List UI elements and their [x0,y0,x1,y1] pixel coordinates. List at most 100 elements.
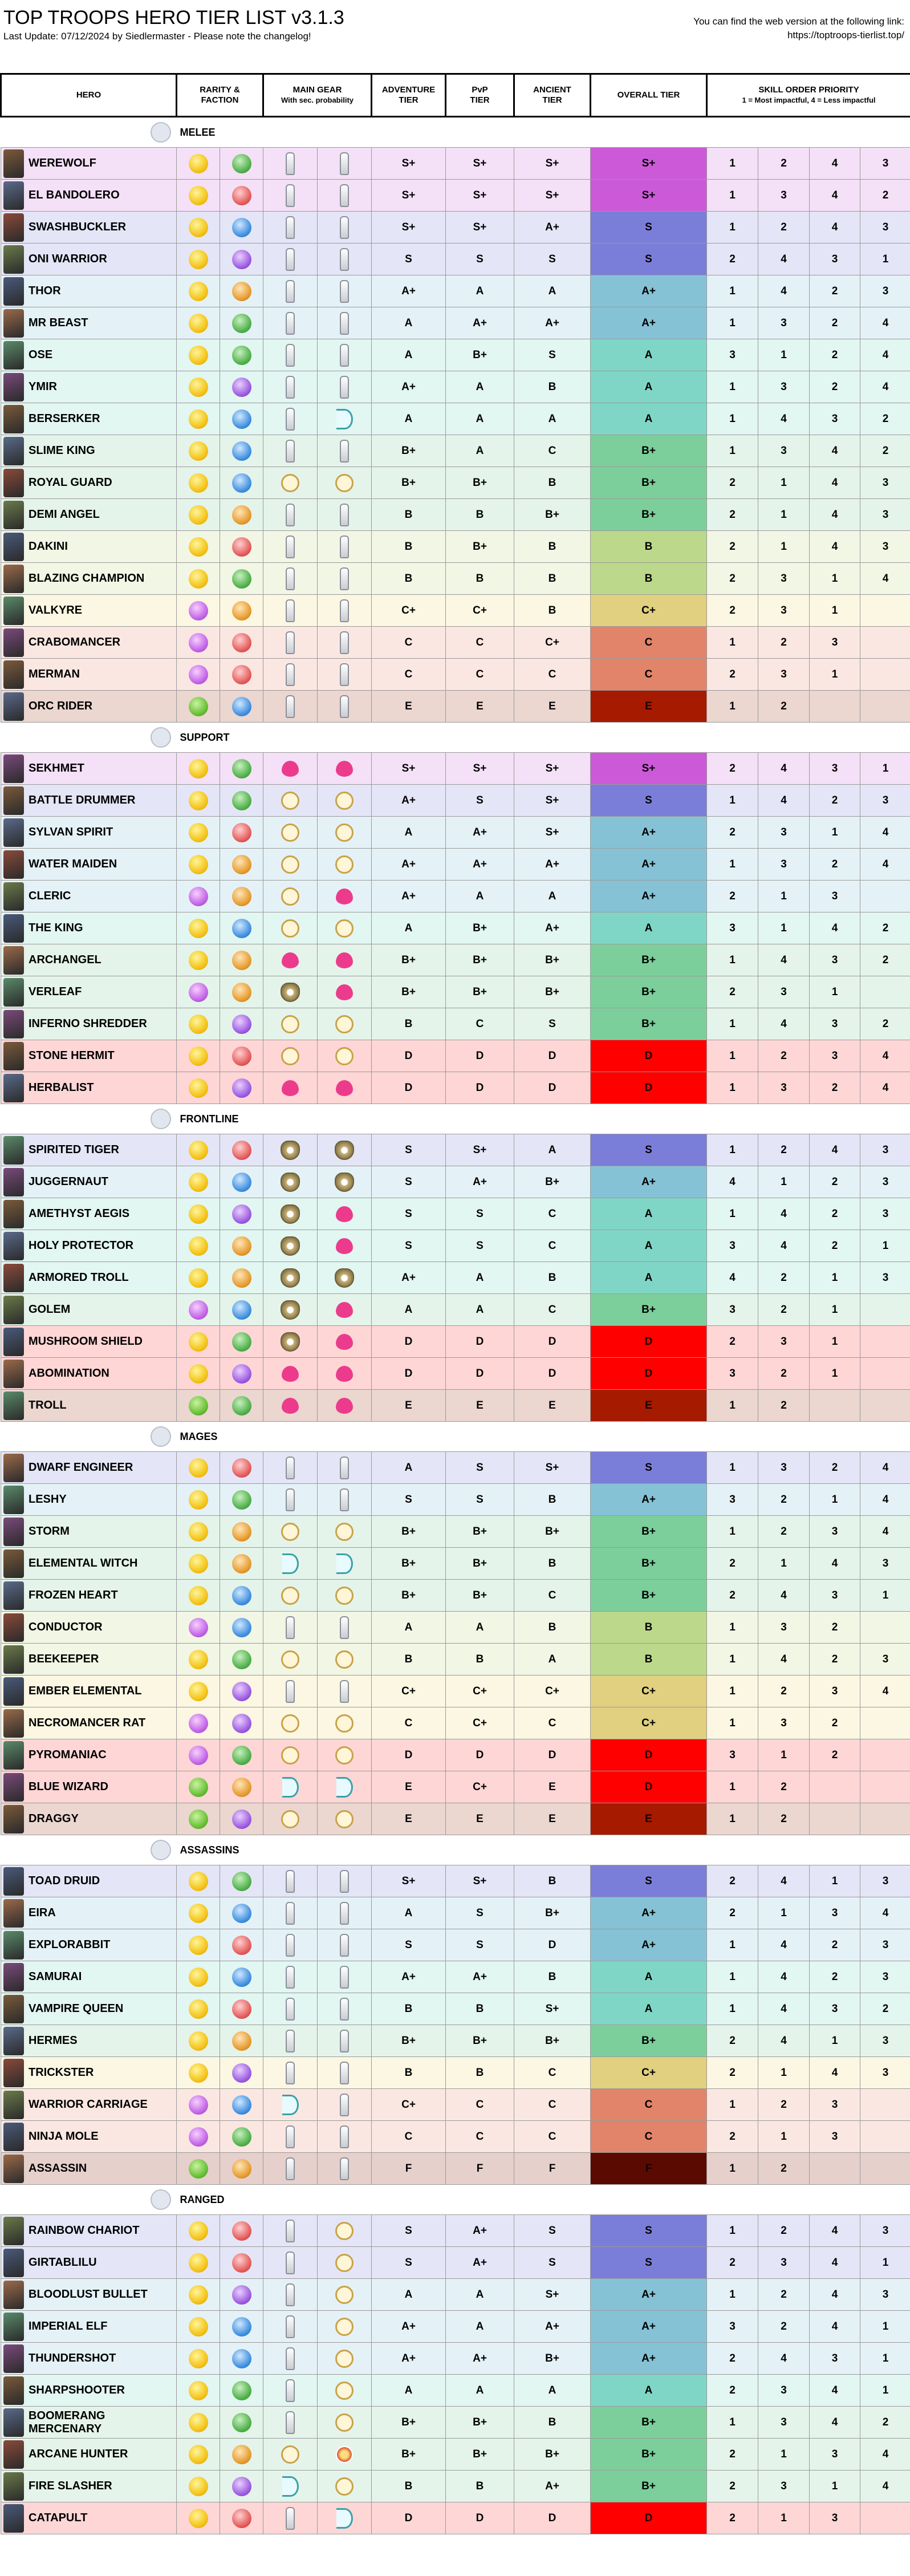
hero-row[interactable]: BEEKEEPER B B A B 1 4 2 3 [1,1643,910,1676]
hero-row[interactable]: FIRE SLASHER B B A+ B+ 2 3 1 4 [1,2470,910,2502]
hero-row[interactable]: OSE A B+ S A 3 1 2 4 [1,339,910,371]
hero-row[interactable]: BERSERKER A A A A 1 4 3 2 [1,403,910,435]
hero-row[interactable]: BLOODLUST BULLET A A S+ A+ 1 2 4 3 [1,2278,910,2311]
hero-row[interactable]: WARRIOR CARRIAGE C+ C C C 1 2 3 [1,2088,910,2121]
hero-row[interactable]: FROZEN HEART B+ B+ C B+ 2 4 3 1 [1,1579,910,1612]
skill-priority-3: 3 [809,626,861,659]
hero-row[interactable]: CATAPULT D D D D 2 1 3 [1,2502,910,2534]
hero-row[interactable]: DEMI ANGEL B B B+ B+ 2 1 4 3 [1,498,910,531]
hero-row[interactable]: JUGGERNAUT S A+ B+ A+ 4 1 2 3 [1,1166,910,1198]
secondary-gear-cell [316,275,372,307]
hero-row[interactable]: ARMORED TROLL A+ A B A 4 2 1 3 [1,1261,910,1294]
rarity-cell [176,880,220,912]
hero-row[interactable]: EL BANDOLERO S+ S+ S+ S+ 1 3 4 2 [1,179,910,212]
hero-row[interactable]: MERMAN C C C C 2 3 1 [1,658,910,691]
hero-row[interactable]: HERBALIST D D D D 1 3 2 4 [1,1072,910,1104]
hero-row[interactable]: EMBER ELEMENTAL C+ C+ C+ C+ 1 2 3 4 [1,1675,910,1707]
gear-sword-icon [340,663,349,686]
hero-row[interactable]: EXPLORABBIT S S D A+ 1 4 2 3 [1,1929,910,1961]
hero-row[interactable]: SYLVAN SPIRIT A A+ S+ A+ 2 3 1 4 [1,816,910,849]
hero-row[interactable]: NINJA MOLE C C C C 2 1 3 [1,2120,910,2153]
hero-row[interactable]: MR BEAST A A+ A+ A+ 1 3 2 4 [1,307,910,339]
hero-row[interactable]: DWARF ENGINEER A S S+ S 1 3 2 4 [1,1451,910,1484]
hero-row[interactable]: BOOMERANG MERCENARY B+ B+ B B+ 1 3 4 2 [1,2406,910,2439]
skill-priority-2: 2 [758,2152,810,2185]
hero-row[interactable]: SWASHBUCKLER S+ S+ A+ S 1 2 4 3 [1,211,910,244]
gear-book-icon [281,791,299,810]
hero-row[interactable]: TOAD DRUID S+ S+ B S 2 4 1 3 [1,1865,910,1897]
hero-row[interactable]: THE KING A B+ A+ A 3 1 4 2 [1,912,910,944]
hero-row[interactable]: BLUE WIZARD E C+ E D 1 2 [1,1771,910,1803]
rarity-epic-icon [188,1490,208,1510]
hero-row[interactable]: ROYAL GUARD B+ B+ B B+ 2 1 4 3 [1,466,910,499]
hero-row[interactable]: INFERNO SHREDDER B C S B+ 1 4 3 2 [1,1008,910,1040]
skill-priority-2: 1 [758,530,810,563]
rarity-cell [176,2502,220,2534]
hero-name: TROLL [29,1399,67,1411]
hero-row[interactable]: WATER MAIDEN A+ A+ A+ A+ 1 3 2 4 [1,848,910,881]
faction-cell [220,339,263,371]
hero-row[interactable]: GIRTABLILU S A+ S S 2 3 4 1 [1,2246,910,2279]
gear-book-icon [335,2285,354,2304]
hero-row[interactable]: CLERIC A+ A A A+ 2 1 3 [1,880,910,912]
hero-row[interactable]: STORM B+ B+ B+ B+ 1 2 3 4 [1,1515,910,1548]
rarity-com-icon [188,1777,208,1797]
hero-row[interactable]: LESHY S S B A+ 3 2 1 4 [1,1483,910,1516]
hero-row[interactable]: YMIR A+ A B A 1 3 2 4 [1,371,910,403]
gear-heart-icon [336,1333,353,1350]
hero-row[interactable]: EIRA A S B+ A+ 2 1 3 4 [1,1897,910,1929]
hero-row[interactable]: CRABOMANCER C C C+ C 1 2 3 [1,626,910,659]
hero-row[interactable]: MUSHROOM SHIELD D D D D 2 3 1 [1,1325,910,1358]
hero-row[interactable]: WEREWOLF S+ S+ S+ S+ 1 2 4 3 [1,147,910,180]
hero-name: THOR [29,285,61,297]
hero-row[interactable]: IMPERIAL ELF A+ A A+ A+ 3 2 4 1 [1,2310,910,2343]
skill-priority-1: 1 [706,1961,759,1993]
hero-row[interactable]: BATTLE DRUMMER A+ S S+ S 1 4 2 3 [1,784,910,817]
hero-row[interactable]: NECROMANCER RAT C C+ C C+ 1 3 2 [1,1707,910,1739]
hero-name: THUNDERSHOT [29,2352,116,2364]
hero-row[interactable]: SHARPSHOOTER A A A A 2 3 4 1 [1,2374,910,2407]
hero-row[interactable]: TRICKSTER B B C C+ 2 1 4 3 [1,2056,910,2089]
hero-name: CONDUCTOR [29,1621,103,1633]
web-version-link[interactable]: https://toptroops-tierlist.top/ [787,30,904,40]
hero-name: SLIME KING [29,444,95,457]
hero-name: MR BEAST [29,317,88,329]
hero-row[interactable]: AMETHYST AEGIS S S C A 1 4 2 3 [1,1198,910,1230]
hero-name-wrap: VERLEAF [1,976,176,1008]
hero-name-wrap: MERMAN [1,659,176,690]
hero-row[interactable]: ONI WARRIOR S S S S 2 4 3 1 [1,243,910,275]
hero-row[interactable]: PYROMANIAC D D D D 3 1 2 [1,1739,910,1771]
hero-row[interactable]: CONDUCTOR A A B B 1 3 2 [1,1611,910,1644]
hero-row[interactable]: VERLEAF B+ B+ B+ B+ 2 3 1 [1,976,910,1008]
hero-row[interactable]: SAMURAI A+ A+ B A 1 4 2 3 [1,1961,910,1993]
hero-row[interactable]: THUNDERSHOT A+ A+ B+ A+ 2 4 3 1 [1,2342,910,2375]
hero-row[interactable]: ARCHANGEL B+ B+ B+ B+ 1 4 3 2 [1,944,910,976]
hero-row[interactable]: SLIME KING B+ A C B+ 1 3 4 2 [1,435,910,467]
skill-priority-2: 1 [758,498,810,531]
hero-row[interactable]: DRAGGY E E E E 1 2 [1,1803,910,1835]
adventure-tier: S [371,1198,446,1230]
hero-row[interactable]: SPIRITED TIGER S S+ A S 1 2 4 3 [1,1134,910,1166]
hero-row[interactable]: VAMPIRE QUEEN B B S+ A 1 4 3 2 [1,1993,910,2025]
hero-row[interactable]: RAINBOW CHARIOT S A+ S S 1 2 4 3 [1,2214,910,2247]
hero-row[interactable]: STONE HERMIT D D D D 1 2 3 4 [1,1040,910,1072]
secondary-gear-cell [316,1166,372,1198]
hero-name-cell: ELEMENTAL WITCH [1,1547,177,1580]
hero-row[interactable]: GOLEM A A C B+ 3 2 1 [1,1293,910,1326]
hero-row[interactable]: VALKYRE C+ C+ B C+ 2 3 1 [1,594,910,627]
pvp-tier: A [445,275,515,307]
hero-row[interactable]: HERMES B+ B+ B+ B+ 2 4 1 3 [1,2025,910,2057]
hero-row[interactable]: BLAZING CHAMPION B B B B 2 3 1 4 [1,562,910,595]
hero-name-cell: VALKYRE [1,594,177,627]
section-class-icon [150,1109,171,1129]
hero-row[interactable]: ARCANE HUNTER B+ B+ B+ B+ 2 1 3 4 [1,2438,910,2470]
hero-row[interactable]: ABOMINATION D D D D 3 2 1 [1,1357,910,1390]
hero-row[interactable]: SEKHMET S+ S+ S+ S+ 2 4 3 1 [1,752,910,785]
hero-row[interactable]: ASSASSIN F F F F 1 2 [1,2152,910,2185]
hero-row[interactable]: DAKINI B B+ B B 2 1 4 3 [1,530,910,563]
hero-row[interactable]: THOR A+ A A A+ 1 4 2 3 [1,275,910,307]
hero-row[interactable]: HOLY PROTECTOR S S C A 3 4 2 1 [1,1230,910,1262]
hero-row[interactable]: TROLL E E E E 1 2 [1,1389,910,1422]
hero-row[interactable]: ORC RIDER E E E E 1 2 [1,690,910,723]
hero-row[interactable]: ELEMENTAL WITCH B+ B+ B B+ 2 1 4 3 [1,1547,910,1580]
